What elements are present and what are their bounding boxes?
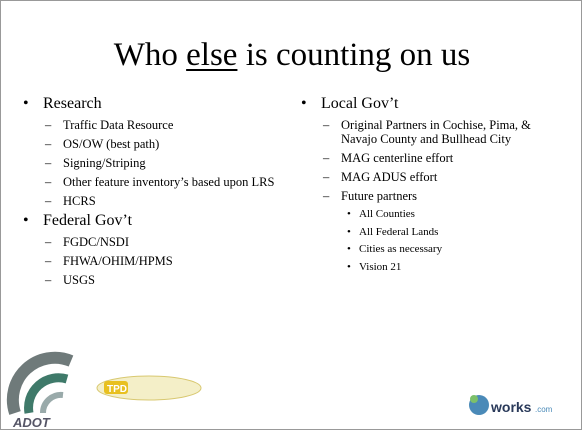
bullet-text: MAG centerline effort bbox=[341, 151, 454, 165]
bullet-item: – FHWA/OHIM/HPMS bbox=[23, 254, 288, 269]
bullet-mark: – bbox=[45, 272, 52, 287]
bullet-text: Cities as necessary bbox=[359, 243, 443, 255]
bullet-text: Signing/Striping bbox=[63, 155, 146, 170]
bullet-mark: – bbox=[45, 193, 52, 208]
bullet-mark: • bbox=[347, 208, 351, 220]
bullet-text: Other feature inventory’s based upon LRS bbox=[63, 174, 275, 189]
bullet-item: – MAG centerline effort bbox=[301, 151, 546, 166]
bullet-item: – Other feature inventory’s based upon LR… bbox=[23, 175, 288, 190]
bullet-text: FHWA/OHIM/HPMS bbox=[63, 253, 173, 268]
tpd-text: TPD bbox=[107, 384, 127, 395]
bullet-item: – Traffic Data Resource bbox=[23, 118, 288, 133]
left-column: • Research – Traffic Data Resource – OS/OW (b… bbox=[23, 91, 288, 287]
adot-text: ADOT bbox=[12, 415, 51, 430]
bullet-mark: – bbox=[45, 234, 52, 249]
right-column: • Local Gov’t – Original Partners in Cochis… bbox=[301, 91, 546, 274]
bullet-mark: • bbox=[23, 212, 29, 229]
bullet-mark: – bbox=[323, 189, 330, 203]
bullet-item: – Original Partners in Cochise, Pima, & N… bbox=[301, 118, 546, 147]
bullet-mark: – bbox=[323, 151, 330, 165]
bullet-item: • Federal Gov’t bbox=[23, 211, 288, 230]
gis-logo: works .com bbox=[469, 395, 553, 415]
title-part: is counting on us bbox=[245, 37, 471, 73]
bullet-mark: – bbox=[45, 155, 52, 170]
tpd-logo: TPD bbox=[96, 375, 202, 401]
bullet-text: USGS bbox=[63, 272, 95, 287]
bullet-mark: • bbox=[23, 95, 29, 112]
bullet-text: OS/OW (best path) bbox=[63, 136, 160, 151]
bullet-item: – USGS bbox=[23, 273, 288, 288]
bullet-mark: – bbox=[45, 136, 52, 151]
bullet-mark: – bbox=[45, 174, 52, 189]
bullet-text: Traffic Data Resource bbox=[63, 117, 174, 132]
bullet-item: – OS/OW (best path) bbox=[23, 137, 288, 152]
bullet-text: FGDC/NSDI bbox=[63, 234, 129, 249]
title-part: Who bbox=[113, 37, 178, 73]
bullet-text: All Federal Lands bbox=[359, 225, 439, 238]
bullet-mark: • bbox=[347, 243, 351, 255]
bullet-item: • All Federal Lands bbox=[301, 226, 546, 239]
bullet-item: – Future partners bbox=[301, 189, 546, 204]
slide-title: Who else is counting on us bbox=[1, 37, 581, 74]
bullet-text: Vision 21 bbox=[359, 260, 402, 273]
bullet-item: • Local Gov’t bbox=[301, 94, 546, 113]
bullet-text: Future partners bbox=[341, 189, 418, 203]
bullet-item: • Cities as necessary bbox=[301, 243, 546, 256]
bullet-text: All Counties bbox=[359, 208, 415, 220]
bullet-item: • Vision 21 bbox=[301, 261, 546, 274]
bullet-item: • All Counties bbox=[301, 208, 546, 221]
bullet-mark: – bbox=[45, 253, 52, 268]
bullet-item: – HCRS bbox=[23, 194, 288, 209]
title-emphasis: else bbox=[186, 37, 238, 73]
bullet-item: – MAG ADUS effort bbox=[301, 170, 546, 185]
bullet-item: – FGDC/NSDI bbox=[23, 235, 288, 250]
gis-suffix: .com bbox=[535, 405, 553, 414]
bullet-text: MAG ADUS effort bbox=[341, 170, 438, 184]
bullet-mark: – bbox=[45, 117, 52, 132]
bullet-mark: • bbox=[347, 260, 351, 273]
bullet-text: Federal Gov’t bbox=[43, 212, 133, 229]
bullet-text: Original Partners in Cochise, Pima, & Na… bbox=[341, 117, 531, 147]
adot-logo: ADOT bbox=[6, 351, 74, 430]
bullet-item: – Signing/Striping bbox=[23, 156, 288, 171]
bullet-mark: • bbox=[347, 225, 351, 238]
bullet-text: Research bbox=[43, 95, 102, 112]
bullet-mark: • bbox=[301, 95, 307, 112]
gis-text: works bbox=[490, 399, 532, 415]
bullet-text: Local Gov’t bbox=[321, 95, 399, 112]
bullet-mark: – bbox=[323, 117, 330, 132]
bullet-text: HCRS bbox=[63, 193, 96, 208]
bullet-mark: – bbox=[323, 170, 330, 184]
bullet-item: • Research bbox=[23, 94, 288, 113]
